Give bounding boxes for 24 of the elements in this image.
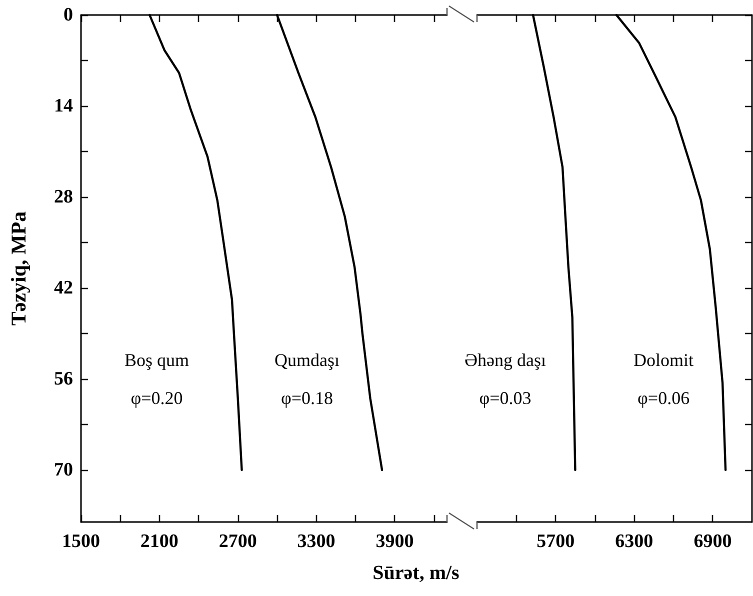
y-tick-label: 0 (64, 4, 73, 26)
x-tick-label: 1500 (62, 531, 100, 552)
x-tick-label: 6900 (694, 531, 732, 552)
x-tick-label: 6300 (614, 531, 653, 552)
x-axis-title: Sūrət, m/s (372, 562, 460, 585)
y-tick-label: 28 (54, 186, 73, 208)
series-label: Qumdaşı (274, 350, 340, 370)
y-tick-label: 42 (54, 278, 73, 298)
y-tick-label: 56 (54, 368, 73, 390)
annotation: φ=0.20 (130, 388, 183, 408)
y-axis-title: Təzyiq, MPa (6, 210, 30, 326)
series-label: Dolomit (633, 350, 694, 370)
y-tick-label: 70 (54, 460, 73, 480)
text: Boş qum (124, 350, 190, 370)
y-tick-label: 14 (54, 96, 74, 116)
x-tick-label: 5700 (536, 531, 574, 552)
annotation: φ=0.03 (479, 388, 532, 408)
annotation: φ=0.06 (637, 388, 690, 408)
x-tick-label: 3900 (376, 531, 414, 552)
x-tick-label: 2100 (140, 531, 178, 552)
x-tick-label: 2700 (218, 531, 257, 552)
series-label: Əhəng daşı (464, 350, 546, 370)
x-tick-label: 3300 (297, 531, 336, 552)
annotation: φ=0.18 (281, 388, 334, 408)
